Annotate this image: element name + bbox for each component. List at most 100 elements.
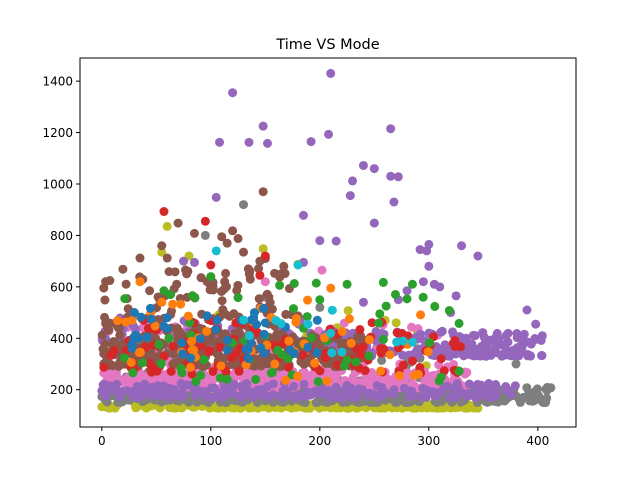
data-point bbox=[173, 323, 183, 333]
data-point bbox=[378, 277, 388, 287]
data-point bbox=[233, 293, 243, 303]
data-point bbox=[204, 346, 214, 356]
data-point bbox=[461, 333, 471, 343]
data-point bbox=[215, 137, 225, 147]
data-point bbox=[205, 285, 215, 295]
data-point bbox=[364, 351, 374, 361]
data-point bbox=[121, 317, 131, 327]
data-point bbox=[244, 137, 254, 147]
data-point bbox=[264, 292, 274, 302]
x-tick-label: 400 bbox=[526, 434, 549, 448]
data-point bbox=[166, 366, 176, 376]
data-point bbox=[276, 319, 286, 329]
data-point bbox=[364, 335, 374, 345]
data-point bbox=[373, 390, 383, 400]
data-point bbox=[536, 335, 546, 345]
data-point bbox=[134, 348, 144, 358]
data-point bbox=[418, 292, 428, 302]
data-point bbox=[245, 274, 255, 284]
data-point bbox=[159, 207, 169, 217]
data-point bbox=[183, 311, 193, 321]
data-point bbox=[206, 272, 216, 282]
data-point bbox=[322, 376, 332, 386]
data-point bbox=[189, 228, 199, 238]
data-point bbox=[436, 354, 446, 364]
data-point bbox=[254, 294, 264, 304]
data-point bbox=[222, 238, 232, 248]
data-point bbox=[342, 279, 352, 289]
data-point bbox=[131, 403, 141, 413]
data-point bbox=[494, 334, 504, 344]
data-point bbox=[376, 348, 386, 358]
data-point bbox=[454, 366, 464, 376]
data-point bbox=[291, 317, 301, 327]
data-point bbox=[243, 353, 253, 363]
data-point bbox=[327, 305, 337, 315]
data-point bbox=[533, 391, 543, 401]
data-point bbox=[253, 385, 263, 395]
y-tick-label: 1000 bbox=[42, 178, 73, 192]
data-point bbox=[101, 277, 111, 287]
data-point bbox=[215, 373, 225, 383]
data-point bbox=[448, 327, 458, 337]
data-point bbox=[321, 353, 331, 363]
data-point bbox=[195, 334, 205, 344]
data-point bbox=[221, 367, 231, 377]
data-point bbox=[208, 392, 218, 402]
data-point bbox=[173, 218, 183, 228]
data-point bbox=[491, 380, 501, 390]
data-point bbox=[186, 353, 196, 363]
data-point bbox=[358, 297, 368, 307]
data-point bbox=[127, 343, 137, 353]
data-point bbox=[199, 355, 209, 365]
data-point bbox=[430, 301, 440, 311]
data-point bbox=[186, 330, 196, 340]
data-point bbox=[358, 160, 368, 170]
data-point bbox=[140, 379, 150, 389]
data-point bbox=[138, 358, 148, 368]
data-point bbox=[298, 350, 308, 360]
data-point bbox=[128, 368, 138, 378]
data-point bbox=[363, 391, 373, 401]
data-point bbox=[293, 260, 303, 270]
data-point bbox=[162, 313, 172, 323]
data-point bbox=[478, 328, 488, 338]
data-point bbox=[351, 357, 361, 367]
data-point bbox=[231, 349, 241, 359]
data-point bbox=[375, 309, 385, 319]
data-point bbox=[461, 389, 471, 399]
data-point bbox=[165, 290, 175, 300]
data-point bbox=[337, 347, 347, 357]
data-point bbox=[148, 352, 158, 362]
data-point bbox=[519, 329, 529, 339]
data-point bbox=[211, 246, 221, 256]
data-point bbox=[315, 302, 325, 312]
data-point bbox=[147, 375, 157, 385]
data-point bbox=[136, 312, 146, 322]
data-point bbox=[168, 299, 178, 309]
data-point bbox=[220, 277, 230, 287]
data-point bbox=[145, 286, 155, 296]
data-point bbox=[311, 278, 321, 288]
data-point bbox=[402, 294, 412, 304]
data-point bbox=[179, 256, 189, 266]
data-point bbox=[512, 333, 522, 343]
data-point bbox=[121, 279, 131, 289]
data-point bbox=[299, 379, 309, 389]
data-point bbox=[294, 392, 304, 402]
data-point bbox=[208, 366, 218, 376]
data-point bbox=[298, 210, 308, 220]
chart-title: Time VS Mode bbox=[275, 37, 379, 53]
data-point bbox=[131, 330, 141, 340]
data-point bbox=[355, 325, 365, 335]
data-point bbox=[106, 381, 116, 391]
data-point bbox=[208, 337, 218, 347]
data-point bbox=[440, 347, 450, 357]
data-point bbox=[168, 341, 178, 351]
data-point bbox=[184, 397, 194, 407]
data-point bbox=[222, 335, 232, 345]
data-point bbox=[216, 286, 226, 296]
data-point bbox=[315, 295, 325, 305]
data-point bbox=[215, 392, 225, 402]
data-point bbox=[222, 345, 232, 355]
